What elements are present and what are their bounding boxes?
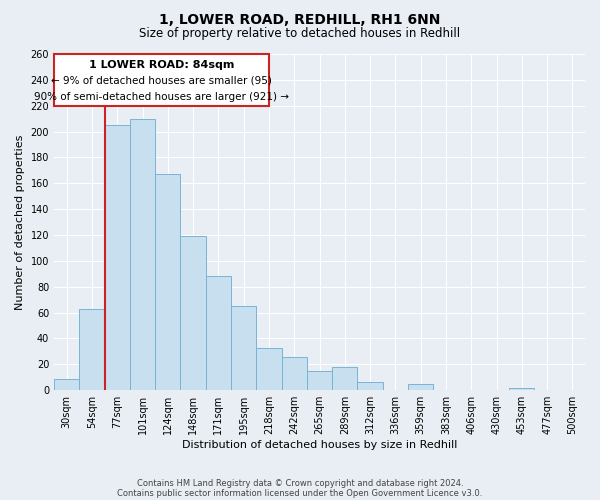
Bar [231,306,256,390]
Bar [408,384,433,390]
Text: 90% of semi-detached houses are larger (921) →: 90% of semi-detached houses are larger (… [34,92,289,102]
Bar [181,236,206,390]
Bar [104,125,130,390]
Bar [206,276,231,390]
Y-axis label: Number of detached properties: Number of detached properties [15,134,25,310]
Bar [509,388,535,390]
FancyBboxPatch shape [54,54,269,106]
Text: ← 9% of detached houses are smaller (95): ← 9% of detached houses are smaller (95) [51,76,272,86]
Bar [54,378,79,390]
Bar [256,348,281,390]
Bar [130,118,155,390]
Bar [79,308,104,390]
Bar [307,371,332,390]
Bar [332,367,358,390]
Bar [155,174,181,390]
Bar [281,356,307,390]
Text: 1 LOWER ROAD: 84sqm: 1 LOWER ROAD: 84sqm [89,60,234,70]
Bar [358,382,383,390]
Text: Contains public sector information licensed under the Open Government Licence v3: Contains public sector information licen… [118,488,482,498]
X-axis label: Distribution of detached houses by size in Redhill: Distribution of detached houses by size … [182,440,457,450]
Text: Contains HM Land Registry data © Crown copyright and database right 2024.: Contains HM Land Registry data © Crown c… [137,478,463,488]
Text: Size of property relative to detached houses in Redhill: Size of property relative to detached ho… [139,28,461,40]
Text: 1, LOWER ROAD, REDHILL, RH1 6NN: 1, LOWER ROAD, REDHILL, RH1 6NN [160,12,440,26]
